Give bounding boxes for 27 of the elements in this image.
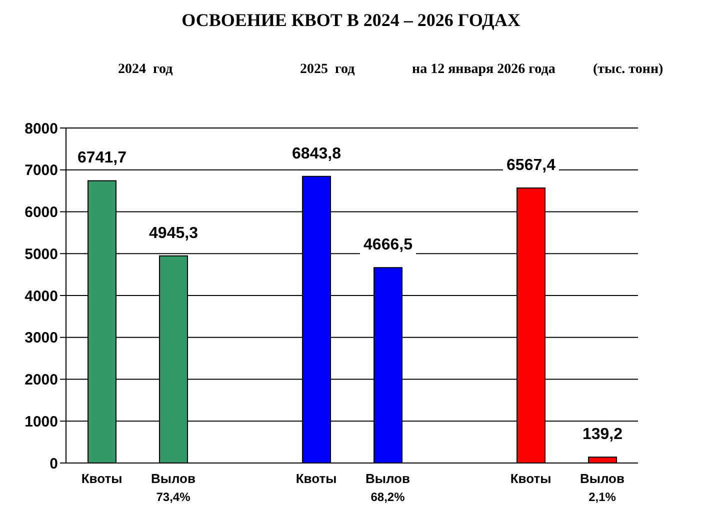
- data-label: 139,2: [582, 426, 623, 444]
- bar: [588, 456, 617, 463]
- data-label: 6843,8: [292, 145, 342, 162]
- y-tick-label: 5000: [24, 246, 58, 263]
- data-label: 6741,7: [78, 150, 127, 167]
- data-label: 4666,5: [364, 236, 413, 254]
- text: 2025 год: [300, 62, 355, 78]
- y-tick-label: 4000: [24, 288, 58, 305]
- y-tick-label: 2000: [24, 372, 58, 389]
- text: (тыс. тонн): [593, 62, 664, 78]
- x-tick-label: Вылов 2,1%: [580, 471, 625, 504]
- data-label: 6567,4: [506, 156, 556, 174]
- data-label: 4945,3: [149, 224, 198, 242]
- x-tick-label: Квоты: [296, 471, 337, 486]
- y-tick-label: 1000: [24, 413, 58, 430]
- y-tick-label: 7000: [24, 162, 58, 180]
- x-tick-label: Вылов 68,2%: [365, 471, 410, 504]
- y-tick-label: 6000: [24, 204, 58, 222]
- y-tick-label: 0: [50, 455, 58, 472]
- x-tick-label: Квоты: [81, 471, 122, 486]
- y-tick-label: 8000: [24, 120, 58, 138]
- chart-title: ОСВОЕНИЕ КВОТ В 2024 – 2026 ГОДАХ: [180, 10, 522, 31]
- x-tick-label: Вылов 73,4%: [150, 471, 196, 504]
- text: 2024 год: [118, 62, 173, 78]
- text: на 12 января 2026 года: [412, 62, 556, 78]
- y-tick-label: 3000: [24, 330, 58, 347]
- x-tick-label: Квоты: [510, 471, 552, 486]
